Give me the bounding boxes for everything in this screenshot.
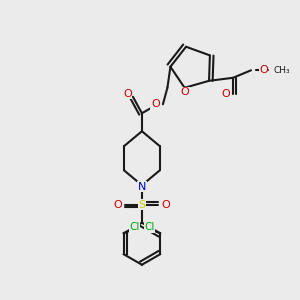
- Text: O: O: [221, 89, 230, 99]
- Text: O: O: [161, 200, 170, 210]
- Text: O: O: [123, 89, 132, 99]
- Text: Cl: Cl: [144, 222, 154, 232]
- Text: O: O: [114, 200, 122, 210]
- Text: Cl: Cl: [129, 222, 140, 232]
- Text: S: S: [138, 200, 146, 210]
- Text: N: N: [138, 182, 146, 192]
- Text: O: O: [259, 65, 268, 75]
- Text: O: O: [151, 99, 160, 109]
- Text: O: O: [180, 87, 189, 97]
- Text: CH₃: CH₃: [274, 66, 290, 75]
